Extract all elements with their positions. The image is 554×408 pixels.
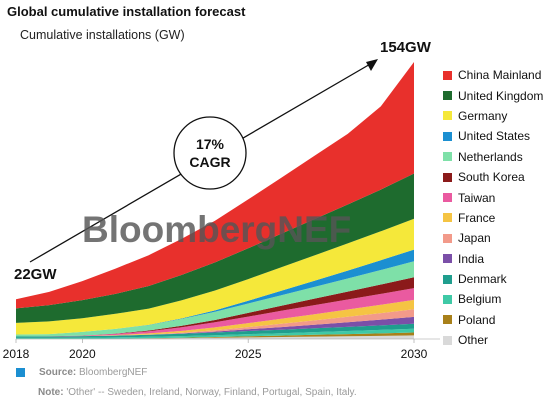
area-india (16, 316, 414, 337)
legend-item: Japan (443, 228, 551, 248)
legend-label: Taiwan (458, 190, 496, 205)
source-text: BloombergNEF (79, 367, 148, 378)
watermark-logo: BloombergNEF (82, 209, 351, 250)
legend-label: India (458, 251, 485, 266)
legend-item: Poland (443, 310, 551, 330)
legend-item: United Kingdom (443, 85, 551, 105)
legend-swatch (443, 193, 452, 203)
legend-label: Germany (458, 108, 508, 123)
legend-swatch (443, 335, 452, 345)
area-belgium (16, 328, 414, 339)
legend-label: Japan (458, 231, 491, 246)
legend-item: Denmark (443, 269, 551, 289)
source-label: Source: (39, 367, 77, 378)
source-color-box (16, 368, 25, 377)
legend-item: India (443, 249, 551, 269)
note-label: Note: (38, 387, 64, 398)
legend-label: Poland (458, 312, 496, 327)
legend-item: Belgium (443, 289, 551, 309)
x-tick-label: 2030 (401, 347, 428, 361)
legend-item: South Korea (443, 167, 551, 187)
legend-label: Belgium (458, 292, 502, 307)
chart-legend: China Mainland United Kingdom Germany Unite… (443, 65, 551, 350)
note-line: Note: 'Other' -- Sweden, Ireland, Norway… (38, 387, 357, 398)
cagr-value: 17% (196, 136, 225, 152)
legend-item: Netherlands (443, 147, 551, 167)
legend-item: China Mainland (443, 65, 551, 85)
legend-label: United Kingdom (458, 88, 544, 103)
x-tick-label: 2020 (69, 347, 96, 361)
legend-item: Taiwan (443, 187, 551, 207)
area-france (16, 299, 414, 337)
legend-swatch (443, 254, 452, 264)
x-tick-label: 2025 (235, 347, 262, 361)
legend-label: South Korea (458, 170, 525, 185)
legend-swatch (443, 70, 452, 80)
area-denmark (16, 323, 414, 338)
area-poland (16, 332, 414, 339)
legend-swatch (443, 233, 452, 243)
legend-label: China Mainland (458, 68, 542, 83)
legend-label: Netherlands (458, 149, 523, 164)
cagr-label: CAGR (189, 154, 230, 170)
cagr-bubble (173, 116, 247, 190)
legend-label: United States (458, 129, 531, 144)
legend-label: France (458, 210, 496, 225)
legend-item: United States (443, 126, 551, 146)
area-other (16, 335, 414, 339)
source-line: Source: BloombergNEF (16, 367, 147, 378)
legend-swatch (443, 131, 452, 141)
chart-subtitle: Cumulative installations (GW) (20, 28, 185, 42)
legend-swatch (443, 172, 452, 182)
area-germany (16, 218, 414, 335)
legend-item: Other (443, 330, 551, 350)
legend-label: Denmark (458, 272, 507, 287)
chart-title: Global cumulative installation forecast (7, 4, 246, 19)
growth-arrowhead (366, 59, 378, 71)
legend-item: France (443, 208, 551, 228)
legend-swatch (443, 111, 452, 121)
legend-label: Other (458, 333, 489, 348)
legend-swatch (443, 274, 452, 284)
legend-swatch (443, 91, 452, 101)
legend-swatch (443, 152, 452, 162)
area-china-mainland (16, 62, 414, 309)
note-text: 'Other' -- Sweden, Ireland, Norway, Finl… (66, 387, 357, 398)
legend-swatch (443, 294, 452, 304)
legend-item: Germany (443, 106, 551, 126)
x-tick-label: 2018 (3, 347, 30, 361)
area-taiwan (16, 288, 414, 337)
start-value-label: 22GW (14, 266, 57, 283)
end-value-label: 154GW (380, 39, 432, 56)
area-united-kingdom (16, 173, 414, 323)
legend-swatch (443, 213, 452, 223)
legend-swatch (443, 315, 452, 325)
area-japan (16, 309, 414, 337)
